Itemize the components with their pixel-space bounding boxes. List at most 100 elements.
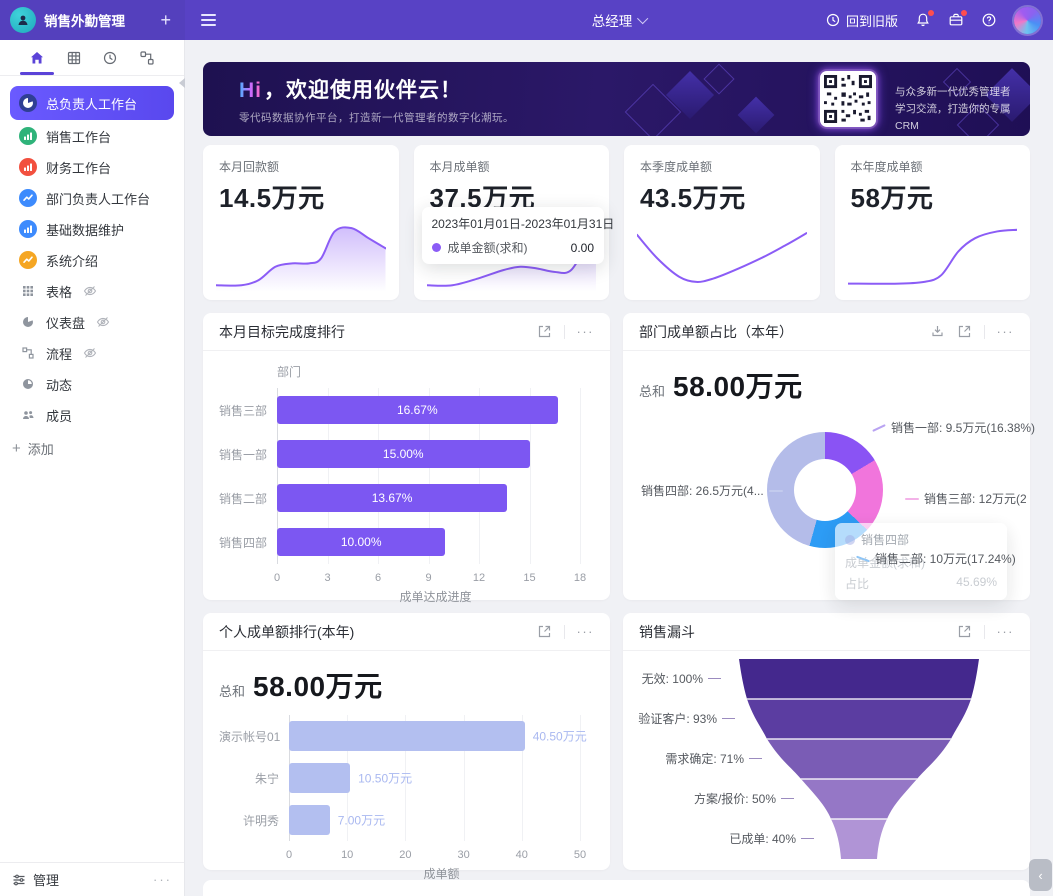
- sidebar-item-基础数据维护[interactable]: 基础数据维护: [10, 214, 174, 244]
- sidebar-item-流程[interactable]: 流程: [10, 338, 174, 368]
- user-avatar[interactable]: [1014, 6, 1041, 34]
- line-chart-icon: [19, 189, 37, 207]
- bar[interactable]: 15.00%: [277, 440, 530, 468]
- more-options-button[interactable]: ···: [576, 323, 594, 339]
- more-options-button[interactable]: ···: [576, 623, 594, 639]
- people-icon: [19, 406, 37, 424]
- chevron-down-icon: [637, 12, 649, 25]
- eye-off-icon: [83, 284, 97, 298]
- tooltip-value: 0.00: [570, 240, 594, 255]
- notifications-button[interactable]: [915, 10, 934, 28]
- app-title: 销售外勤管理: [44, 14, 125, 29]
- sidebar-collapse-handle[interactable]: [179, 78, 185, 88]
- sidebar-item-销售工作台[interactable]: 销售工作台: [10, 121, 174, 151]
- sidebar-item-label: 仪表盘: [46, 315, 86, 331]
- stat-value: 43.5万元: [640, 183, 746, 213]
- bar-row-销售三部: 销售三部 16.67%: [219, 388, 594, 432]
- sidebar-item-仪表盘[interactable]: 仪表盘: [10, 307, 174, 337]
- bar[interactable]: 13.67%: [277, 484, 508, 512]
- sidebar-item-总负责人工作台[interactable]: 总负责人工作台: [10, 86, 174, 120]
- sliders-icon: [13, 874, 25, 885]
- manage-more-button[interactable]: ···: [153, 872, 172, 887]
- sidebar-item-动态[interactable]: 动态: [10, 369, 174, 399]
- role-selector[interactable]: 总经理: [592, 10, 649, 30]
- add-app-button[interactable]: +: [160, 9, 171, 30]
- bar[interactable]: [289, 805, 330, 835]
- inbox-button[interactable]: [948, 10, 967, 28]
- leader-line: [856, 555, 870, 562]
- bar-value-label: 16.67%: [396, 403, 438, 417]
- stat-value: 14.5万元: [219, 183, 325, 213]
- tooltip-series: 成单金额(求和): [447, 241, 528, 255]
- bar-track: 13.67%: [277, 484, 580, 512]
- bar-row-销售四部: 销售四部 10.00%: [219, 520, 594, 564]
- plot-area: 演示帐号01 40.50万元 朱宁 10.50万元许明秀 7.00万元: [219, 715, 594, 841]
- sidebar-item-label: 基础数据维护: [46, 222, 125, 238]
- flow-icon: [140, 50, 154, 65]
- more-options-button[interactable]: ···: [996, 623, 1014, 639]
- bar-row-许明秀: 许明秀 7.00万元: [219, 799, 594, 841]
- help-button[interactable]: [981, 12, 997, 28]
- expand-icon[interactable]: [537, 324, 552, 339]
- sidebar-item-label: 财务工作台: [46, 160, 112, 176]
- manage-label: 管理: [33, 873, 60, 888]
- tab-workflow[interactable]: [134, 41, 160, 75]
- add-workbench-button[interactable]: + 添加: [12, 440, 54, 457]
- qr-code: [820, 71, 876, 127]
- expand-icon[interactable]: [957, 324, 972, 339]
- sidebar-item-label: 销售工作台: [46, 129, 112, 145]
- sidebar-item-财务工作台[interactable]: 财务工作台: [10, 152, 174, 182]
- leader-line: [768, 489, 783, 492]
- tab-dashboard-home[interactable]: [20, 41, 54, 75]
- bar-value-label: 10.50万元: [358, 771, 413, 786]
- stat-label: 本月回款额: [219, 160, 280, 174]
- plus-icon: +: [12, 440, 21, 457]
- bar-chart-personal-ranking: 演示帐号01 40.50万元 朱宁 10.50万元许明秀 7.00万元 0 10 20 30 40…: [219, 715, 594, 882]
- bar-value-label: 7.00万元: [337, 813, 386, 828]
- bar-value-label: 10.00%: [340, 535, 382, 549]
- sidebar-item-表格[interactable]: 表格: [10, 276, 174, 306]
- card-title: 本月目标完成度排行: [219, 323, 345, 340]
- expand-icon[interactable]: [537, 624, 552, 639]
- card-title: 销售漏斗: [639, 623, 695, 640]
- bar[interactable]: [289, 763, 351, 793]
- donut-tooltip: 销售四部 成单金额(求和) 占比 45.69%: [835, 523, 1007, 600]
- y-axis-title: 部门: [277, 365, 302, 379]
- leader-line: [872, 423, 886, 432]
- sidebar: 总负责人工作台销售工作台财务工作台部门负责人工作台基础数据维护系统介绍 表格仪表盘…: [0, 40, 185, 896]
- sidebar-item-成员[interactable]: 成员: [10, 400, 174, 430]
- category-label: 销售一部: [219, 447, 268, 462]
- bar-row-演示帐号01: 演示帐号01 40.50万元: [219, 715, 594, 757]
- bar[interactable]: 16.67%: [277, 396, 558, 424]
- workspace-switcher[interactable]: 销售外勤管理 +: [0, 0, 185, 40]
- bar[interactable]: [289, 721, 525, 751]
- tab-tables[interactable]: [61, 41, 87, 75]
- x-axis-ticks: 0 10 20 30 40 50: [285, 849, 587, 861]
- question-icon: [982, 13, 996, 27]
- funnel-chart-sales: 无效: 100% 验证客户: 93% 需求确定: 71% 方案/报价: 50% 已成单:…: [623, 651, 1030, 870]
- bar[interactable]: 10.00%: [277, 528, 446, 556]
- tab-recent[interactable]: [97, 41, 123, 75]
- menu-toggle-button[interactable]: [201, 14, 216, 26]
- bell-icon: [917, 13, 929, 27]
- expand-icon[interactable]: [957, 624, 972, 639]
- bar-chart-icon: [19, 127, 37, 145]
- back-to-old-version-button[interactable]: 回到旧版: [825, 11, 898, 30]
- donut-label-dept4: 销售四部: 26.5万元(4...: [641, 482, 783, 499]
- category-label: 许明秀: [242, 813, 279, 828]
- trend-sparkline: [637, 218, 807, 292]
- category-label: 演示帐号01: [219, 729, 281, 744]
- more-options-button[interactable]: ···: [996, 323, 1014, 339]
- sidebar-item-部门负责人工作台[interactable]: 部门负责人工作台: [10, 183, 174, 213]
- panel-collapse-button[interactable]: ‹: [1029, 859, 1052, 891]
- card-title: 部门成单额占比（本年）: [639, 323, 793, 340]
- total-label: 总和: [219, 684, 246, 699]
- bar-value-label: 13.67%: [371, 491, 413, 505]
- series-color-dot: [431, 243, 441, 252]
- manage-footer[interactable]: 管理 ···: [0, 862, 184, 896]
- download-icon[interactable]: [930, 324, 945, 339]
- bar-row-朱宁: 朱宁 10.50万元: [219, 757, 594, 799]
- leader-line: [749, 757, 762, 760]
- sidebar-item-系统介绍[interactable]: 系统介绍: [10, 245, 174, 275]
- funnel-label-1: 无效: 100%: [623, 670, 721, 687]
